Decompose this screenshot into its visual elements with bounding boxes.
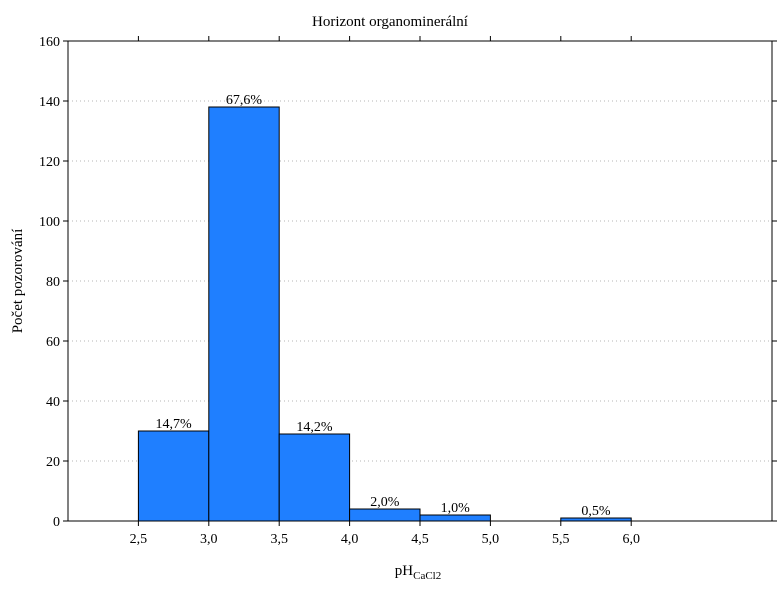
x-axis-label-subscript: CaCl2 [413, 570, 441, 582]
x-axis-label-main: pH [395, 563, 414, 579]
y-tick-label: 120 [39, 155, 60, 170]
x-tick-label: 3,5 [270, 532, 288, 547]
histogram-bar [349, 508, 421, 522]
x-tick-label: 4,5 [411, 532, 429, 547]
bar-percent-label: 0,5% [581, 504, 611, 519]
grid-lines [68, 100, 772, 462]
bar-percent-label: 14,7% [156, 417, 193, 432]
histogram-bar [278, 433, 351, 522]
y-tick-label: 0 [53, 515, 60, 530]
y-tick-label: 160 [39, 35, 60, 50]
bar-data-labels: 14,7% 67,6% 14,2% 2,0% 1,0% 0,5% [156, 93, 611, 519]
x-axis-label: pHCaCl2 [395, 563, 441, 582]
histogram-bar [137, 430, 210, 522]
x-tick-label: 5,0 [482, 532, 500, 547]
histogram-bar [208, 106, 280, 522]
bars [137, 106, 632, 522]
y-tick-label: 40 [46, 395, 60, 410]
bar-percent-label: 2,0% [370, 495, 400, 510]
chart-title: Horizont organominerální [312, 14, 468, 30]
y-tick-label: 60 [46, 335, 60, 350]
y-axis-label: Počet pozorování [10, 229, 26, 334]
x-tick-label: 6,0 [622, 532, 640, 547]
y-axis-ticks: 0 20 40 60 80 100 120 140 160 [39, 35, 777, 530]
bar-percent-label: 1,0% [441, 501, 471, 516]
x-axis-ticks: 2,5 3,0 3,5 4,0 4,5 5,0 5,5 6,0 [130, 36, 640, 547]
x-tick-label: 2,5 [130, 532, 148, 547]
bar-percent-label: 67,6% [226, 93, 263, 108]
y-tick-label: 80 [46, 275, 60, 290]
y-tick-label: 100 [39, 215, 60, 230]
y-tick-label: 140 [39, 95, 60, 110]
x-tick-label: 3,0 [200, 532, 218, 547]
bar-percent-label: 14,2% [296, 420, 333, 435]
x-tick-label: 4,0 [341, 532, 359, 547]
x-tick-label: 5,5 [552, 532, 570, 547]
y-tick-label: 20 [46, 455, 60, 470]
